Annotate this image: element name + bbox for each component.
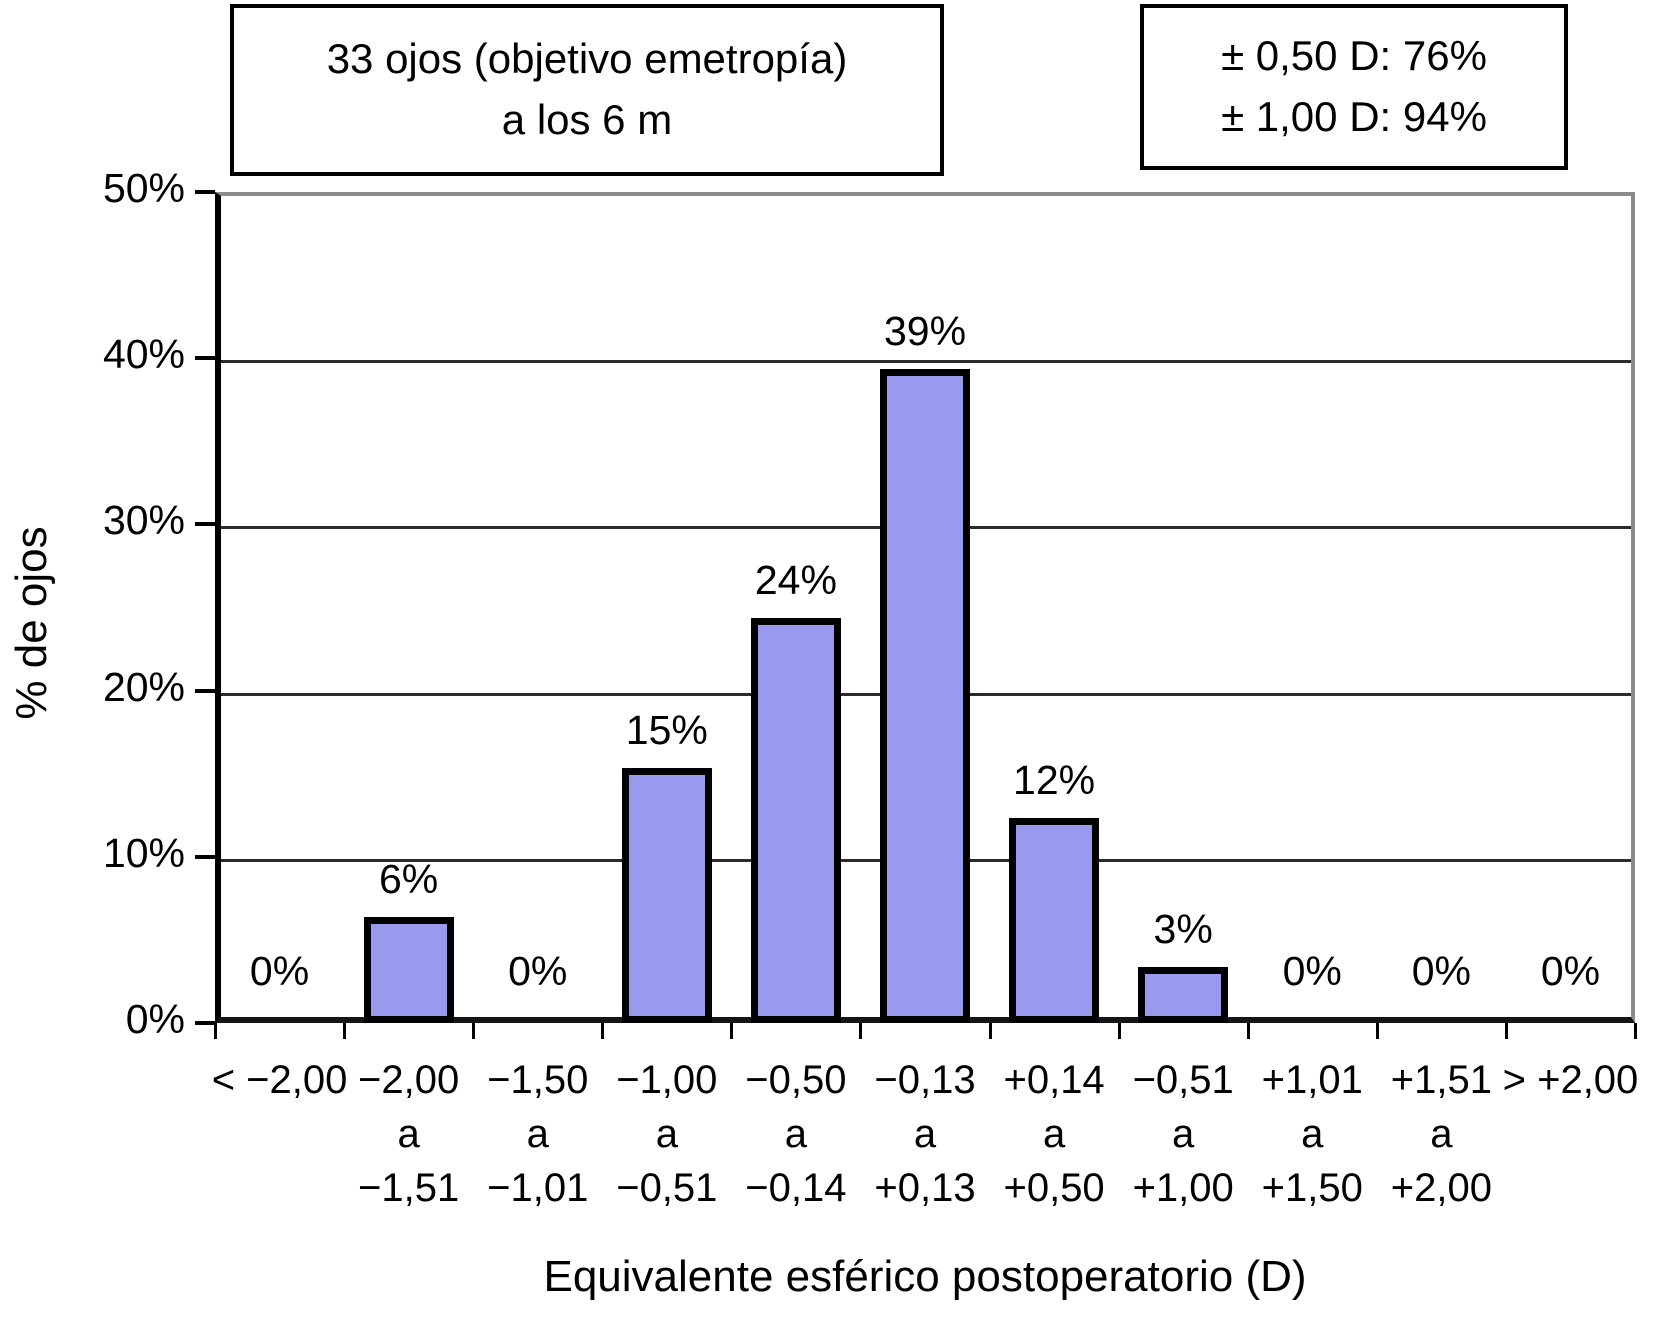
bar-value-label: 0%	[249, 948, 310, 994]
x-axis-tick	[472, 1023, 476, 1039]
x-axis-category-label: −0,13 a +0,13	[874, 1058, 976, 1210]
bar	[1138, 967, 1229, 1023]
y-axis-tick	[195, 190, 215, 194]
bar	[363, 917, 454, 1023]
title-line-1: 33 ojos (objetivo emetropía)	[326, 35, 848, 83]
x-axis-category-label: +1,01 a +1,50	[1261, 1058, 1363, 1210]
bar-value-label: 39%	[883, 307, 967, 354]
x-axis-tick	[1246, 1023, 1250, 1039]
bar	[750, 618, 841, 1023]
plot-area: 0% 6% 0% 15% 24% 39% 12% 3% 0% 0% 0%	[215, 192, 1635, 1023]
x-axis-tick	[730, 1023, 734, 1039]
y-axis-tick	[195, 1021, 215, 1025]
bar-value-label: 12%	[1013, 756, 1096, 803]
bar	[880, 368, 970, 1023]
y-axis-tick-label: 0%	[125, 996, 185, 1042]
x-axis-category-label: +1,51 a +2,00	[1390, 1058, 1492, 1210]
title-annotation-text: 33 ojos (objetivo emetropía) a los 6 m	[327, 29, 848, 151]
x-axis-tick	[859, 1023, 863, 1039]
bar-value-label: 6%	[378, 856, 439, 903]
y-axis-tick-label: 50%	[102, 165, 185, 211]
x-axis-tick	[1634, 1023, 1637, 1039]
x-axis-tick	[1117, 1023, 1121, 1039]
title-annotation-box: 33 ojos (objetivo emetropía) a los 6 m	[230, 4, 944, 176]
bar	[1009, 817, 1100, 1023]
x-axis-tick	[988, 1023, 992, 1039]
bar-value-label: 0%	[1411, 948, 1471, 994]
x-axis-category-label: −0,51 a +1,00	[1132, 1058, 1234, 1210]
x-axis-category-label: +0,14 a +0,50	[1003, 1058, 1105, 1210]
stats-annotation-text: ± 0,50 D: 76% ± 1,00 D: 94%	[1221, 26, 1487, 148]
x-axis-category-label: −1,50 a −1,01	[487, 1058, 589, 1210]
y-axis-tick-label: 30%	[102, 497, 185, 544]
bar-value-label: 24%	[754, 557, 837, 604]
bar-value-label: 3%	[1153, 906, 1213, 953]
x-axis-tick	[1375, 1023, 1379, 1039]
title-line-2: a los 6 m	[501, 96, 673, 143]
x-axis-category-label: −0,50 a −0,14	[745, 1058, 847, 1210]
x-axis-category-label: < −2,00	[211, 1058, 348, 1102]
y-axis-tick	[195, 356, 215, 361]
bar-value-label: 0%	[508, 948, 568, 994]
x-axis-category-label: > +2,00	[1502, 1058, 1639, 1102]
y-axis-tick	[195, 854, 215, 859]
bar	[621, 767, 712, 1023]
y-axis-tick	[195, 688, 215, 693]
x-axis-title: Equivalente esférico postoperatorio (D)	[543, 1252, 1307, 1301]
x-axis-tick	[1504, 1023, 1508, 1039]
bar-value-label: 15%	[625, 706, 708, 753]
y-axis-title: % de ojos	[7, 526, 56, 720]
y-axis-tick-label: 40%	[102, 331, 185, 378]
stats-line-1: ± 0,50 D: 76%	[1221, 32, 1487, 80]
bar-value-label: 0%	[1282, 948, 1342, 994]
stats-line-2: ± 1,00 D: 94%	[1221, 93, 1487, 140]
x-axis-category-label: −1,00 a −0,51	[616, 1058, 718, 1210]
bar-value-label: 0%	[1540, 948, 1601, 994]
y-axis-tick-label: 20%	[102, 663, 185, 710]
gridline	[221, 360, 1631, 364]
y-axis-tick	[195, 522, 215, 527]
y-axis-tick-label: 10%	[102, 829, 185, 876]
stats-annotation-box: ± 0,50 D: 76% ± 1,00 D: 94%	[1140, 4, 1568, 170]
x-axis-tick	[214, 1023, 217, 1039]
x-axis-category-label: −2,00 a −1,51	[358, 1058, 460, 1210]
x-axis-tick	[601, 1023, 605, 1039]
x-axis-tick	[343, 1023, 347, 1039]
